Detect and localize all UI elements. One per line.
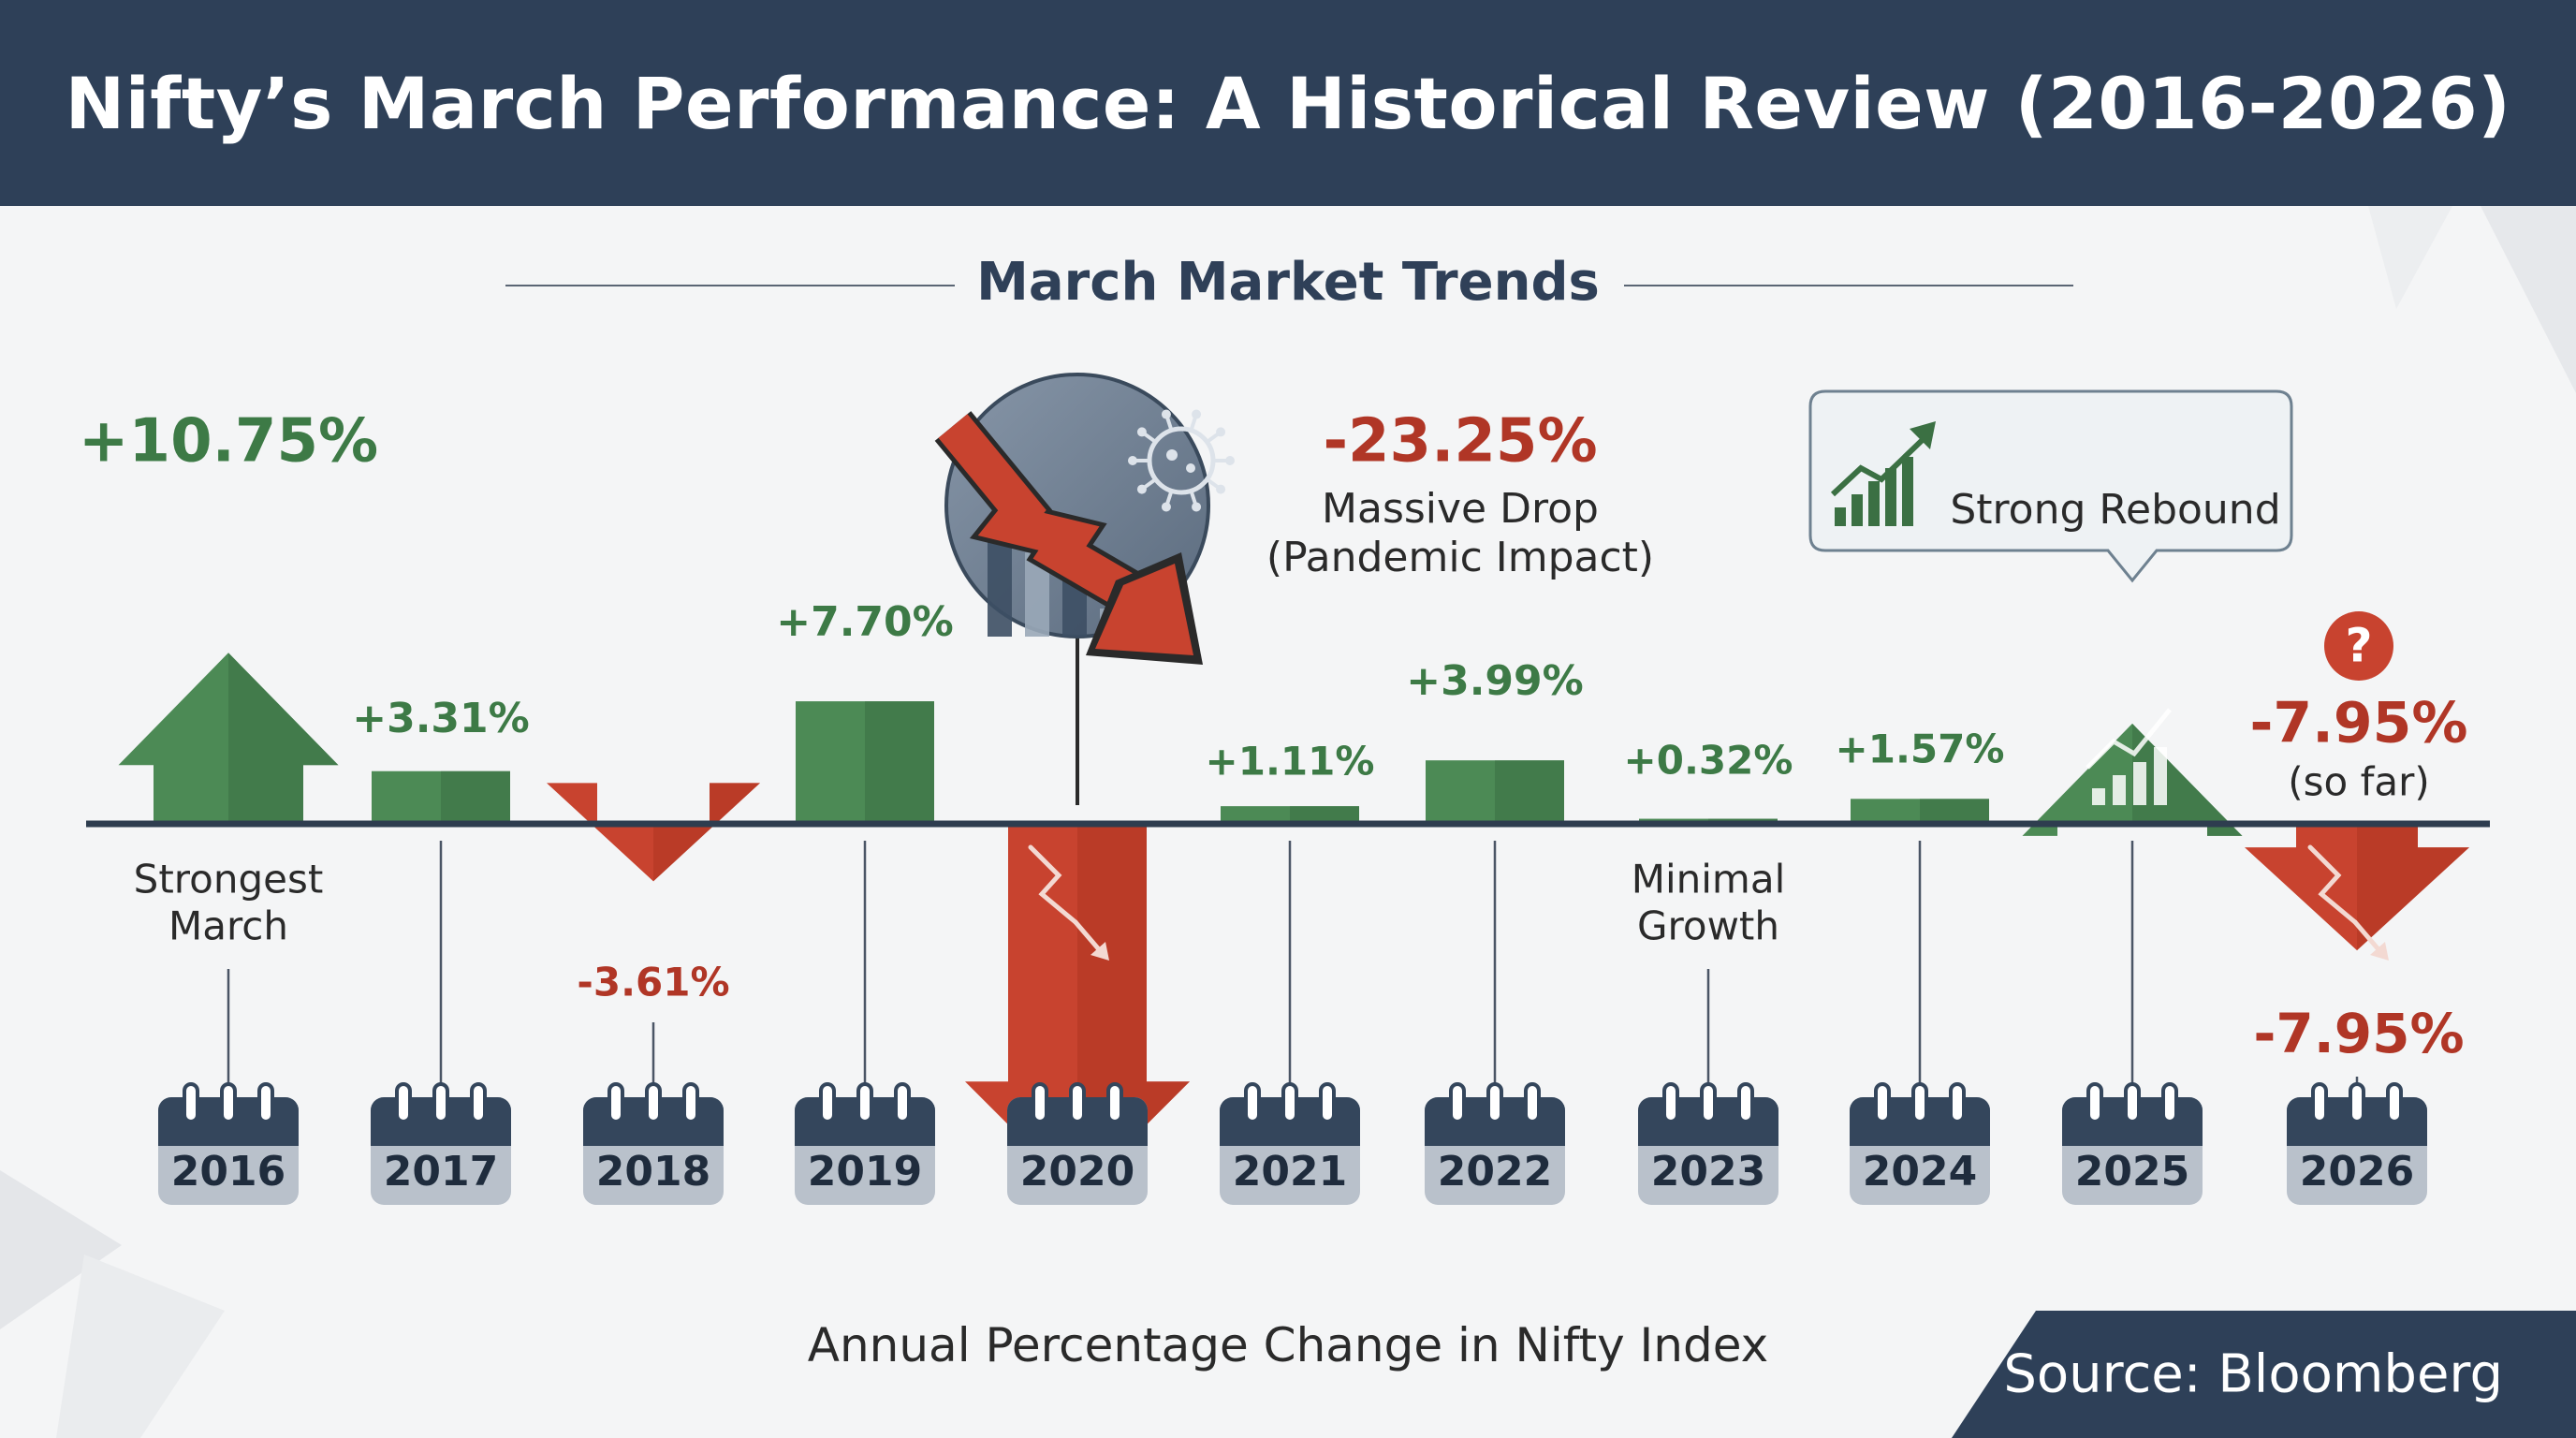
svg-text:?: ?: [2345, 619, 2372, 673]
value-label-2022: +3.99%: [1406, 657, 1584, 705]
bar-down-arrow-2026: [2245, 824, 2469, 951]
value-label-2021: +1.11%: [1206, 739, 1375, 785]
year-label-2020: 2020: [1020, 1148, 1134, 1196]
calendar-icon-2016: 2016: [158, 1082, 299, 1205]
bar-shade-2021: [1290, 806, 1359, 824]
bar-shade-2017: [441, 770, 510, 824]
annotation-minimal-line2: Growth: [1637, 903, 1779, 949]
source-band: [1952, 1311, 2576, 1438]
source-label: Source: Bloomberg: [2003, 1343, 2503, 1405]
calendar-icon-2026: 2026: [2287, 1082, 2427, 1205]
rebound-callout: Strong Rebound: [1808, 389, 2293, 583]
value-label-2020: -23.25%: [1323, 407, 1597, 477]
annotation-strongest-line1: Strongest: [134, 857, 324, 902]
calendar-icon-2017: 2017: [371, 1082, 511, 1205]
value-label-2016: +10.75%: [79, 407, 378, 477]
calendar-icon-2022: 2022: [1425, 1082, 1565, 1205]
year-label-2023: 2023: [1651, 1148, 1765, 1196]
calendar-icon-2025: 2025: [2062, 1082, 2203, 1205]
value-label-2024: +1.57%: [1836, 726, 2005, 772]
bar-down-arrow-2018: [547, 783, 760, 882]
year-label-2025: 2025: [2075, 1148, 2189, 1196]
growth-chart-icon: [1830, 421, 1936, 526]
page-title: Nifty’s March Performance: A Historical …: [65, 61, 2511, 145]
calendar-icon-2024: 2024: [1850, 1082, 1990, 1205]
annotation-pandemic-impact: (Pandemic Impact): [1266, 534, 1654, 581]
year-label-2021: 2021: [1233, 1148, 1347, 1196]
calendar-icon-2018: 2018: [583, 1082, 724, 1205]
question-icon: ?: [2324, 611, 2393, 681]
bar-shade-2019: [865, 701, 934, 824]
bar-shade-2022: [1495, 760, 1564, 824]
crack-icon-2020: [1028, 844, 1109, 961]
bar-shade-2016: [228, 653, 339, 824]
value-label-2026: -7.95%: [2249, 691, 2467, 756]
bar-shade-2018: [653, 783, 760, 882]
virus-icon: [1128, 409, 1235, 512]
header-bar: Nifty’s March Performance: A Historical …: [0, 0, 2576, 206]
year-label-2016: 2016: [171, 1148, 285, 1196]
annotation-minimal-line1: Minimal: [1632, 857, 1786, 902]
crack-icon-2026: [2307, 844, 2389, 961]
year-label-2019: 2019: [808, 1148, 922, 1196]
annotation-strong-rebound: Strong Rebound: [1950, 486, 2280, 534]
value-label-2017: +3.31%: [352, 695, 530, 742]
bar-shade-2026: [2357, 824, 2469, 951]
annotation-so-far-value: -7.95%: [2253, 1002, 2464, 1065]
calendar-icon-2020: 2020: [1007, 1082, 1148, 1205]
chart-title: March Market Trends: [976, 252, 1600, 313]
year-label-2024: 2024: [1863, 1148, 1977, 1196]
x-axis-caption: Annual Percentage Change in Nifty Index: [807, 1318, 1769, 1372]
year-label-2026: 2026: [2300, 1148, 2414, 1196]
bar-shade-2024: [1920, 799, 1989, 824]
value-label-2023: +0.32%: [1624, 738, 1793, 784]
growth-chart-icon-2025: [2086, 708, 2172, 805]
year-label-2017: 2017: [384, 1148, 498, 1196]
year-label-2018: 2018: [596, 1148, 710, 1196]
calendar-icon-2023: 2023: [1638, 1082, 1778, 1205]
bar-shade-2025: [2132, 723, 2243, 836]
value-label-2019: +7.70%: [776, 598, 954, 646]
annotation-so-far: (so far): [2288, 759, 2430, 805]
pandemic-graphic: [934, 373, 1235, 805]
calendar-icon-2021: 2021: [1220, 1082, 1360, 1205]
calendar-icon-2019: 2019: [795, 1082, 935, 1205]
year-label-2022: 2022: [1438, 1148, 1552, 1196]
annotation-massive-drop: Massive Drop: [1322, 485, 1599, 533]
value-label-2018: -3.61%: [577, 960, 729, 1005]
annotation-strongest-line2: March: [168, 903, 288, 949]
